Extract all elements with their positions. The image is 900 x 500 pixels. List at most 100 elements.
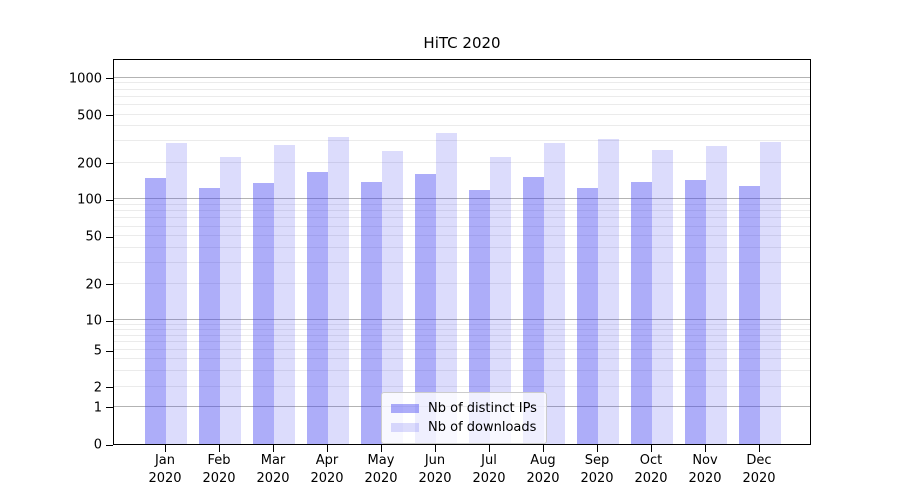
legend-row-distinct-ips: Nb of distinct IPs	[391, 399, 537, 418]
minor-gridline	[114, 225, 810, 227]
bar-distinct-ips-jul	[469, 190, 490, 444]
minor-gridline	[114, 140, 810, 142]
minor-gridline	[114, 385, 810, 387]
bar-distinct-ips-jan	[145, 177, 166, 444]
bar-distinct-ips-apr	[307, 171, 328, 444]
y-tick-label: 20	[85, 277, 102, 293]
minor-gridline	[114, 261, 810, 263]
x-tick-mark	[650, 445, 652, 452]
legend-label-distinct-ips: Nb of distinct IPs	[428, 401, 537, 416]
y-tick-label: 1000	[68, 71, 102, 87]
x-tick-mark	[218, 445, 220, 452]
bar-downloads-oct	[652, 149, 673, 444]
y-tick-label: 0	[93, 437, 102, 453]
minor-gridline	[114, 282, 810, 284]
bar-distinct-ips-feb	[199, 188, 220, 444]
x-tick-label-apr: Apr 2020	[310, 453, 344, 486]
y-tick-mark	[106, 236, 113, 238]
y-tick-label: 5	[93, 343, 102, 359]
legend: Nb of distinct IPs Nb of downloads	[381, 392, 547, 444]
y-tick-mark	[106, 350, 113, 352]
y-tick-mark	[106, 163, 113, 165]
y-tick-label: 500	[77, 108, 102, 124]
minor-gridline	[114, 323, 810, 325]
y-tick-label: 100	[77, 192, 102, 208]
y-tick-label: 50	[85, 229, 102, 245]
x-tick-mark	[272, 445, 274, 452]
x-tick-label-feb: Feb 2020	[202, 453, 236, 486]
y-tick-label: 200	[77, 156, 102, 172]
legend-row-downloads: Nb of downloads	[391, 418, 536, 437]
y-tick-mark	[106, 78, 113, 80]
bar-downloads-feb	[220, 157, 241, 444]
bar-distinct-ips-sep	[577, 187, 598, 444]
plot-area: Nb of distinct IPs Nb of downloads	[113, 59, 811, 445]
x-tick-label-dec: Dec 2020	[742, 453, 776, 486]
minor-gridline	[114, 203, 810, 205]
bar-distinct-ips-may	[361, 181, 382, 444]
bar-downloads-jul	[490, 157, 511, 444]
bar-distinct-ips-nov	[685, 179, 706, 444]
bar-distinct-ips-jun	[415, 174, 436, 444]
bar-downloads-jun	[436, 133, 457, 444]
minor-gridline	[114, 369, 810, 371]
x-tick-label-sep: Sep 2020	[580, 453, 614, 486]
bar-downloads-may	[382, 150, 403, 444]
minor-gridline	[114, 328, 810, 330]
y-tick-mark	[106, 320, 113, 322]
y-tick-mark	[106, 407, 113, 409]
x-tick-mark	[758, 445, 760, 452]
minor-gridline	[114, 88, 810, 90]
x-tick-label-oct: Oct 2020	[634, 453, 668, 486]
minor-gridline	[114, 349, 810, 351]
x-tick-mark	[596, 445, 598, 452]
y-tick-mark	[106, 387, 113, 389]
y-tick-label: 1	[93, 400, 102, 416]
x-tick-label-jul: Jul 2020	[472, 453, 506, 486]
major-gridline	[114, 198, 810, 200]
x-tick-label-jan: Jan 2020	[148, 453, 182, 486]
major-gridline	[114, 319, 810, 320]
y-tick-label: 2	[93, 380, 102, 396]
minor-gridline	[114, 161, 810, 163]
x-tick-label-aug: Aug 2020	[526, 453, 560, 486]
x-tick-mark	[326, 445, 328, 452]
bar-downloads-aug	[544, 143, 565, 444]
y-tick-mark	[106, 444, 113, 446]
y-tick-mark	[106, 284, 113, 286]
major-gridline	[114, 76, 810, 78]
bar-distinct-ips-mar	[253, 182, 274, 444]
bar-distinct-ips-oct	[631, 181, 652, 444]
minor-gridline	[114, 104, 810, 105]
legend-swatch-downloads	[391, 423, 419, 432]
y-tick-label: 10	[85, 313, 102, 329]
x-tick-mark	[434, 445, 436, 452]
x-tick-label-mar: Mar 2020	[256, 453, 290, 486]
bar-downloads-jan	[166, 142, 187, 444]
x-tick-label-jun: Jun 2020	[418, 453, 452, 486]
legend-swatch-distinct-ips	[391, 404, 419, 413]
x-tick-mark	[380, 445, 382, 452]
x-tick-label-may: May 2020	[364, 453, 398, 486]
bar-downloads-sep	[598, 139, 619, 444]
y-tick-mark	[106, 199, 113, 201]
minor-gridline	[114, 210, 810, 212]
chart-title: HiTC 2020	[423, 34, 501, 52]
minor-gridline	[114, 235, 810, 237]
bar-distinct-ips-dec	[739, 185, 760, 444]
x-tick-mark	[704, 445, 706, 452]
x-tick-mark	[542, 445, 544, 452]
legend-label-downloads: Nb of downloads	[428, 420, 537, 435]
bar-downloads-apr	[328, 137, 349, 444]
minor-gridline	[114, 217, 810, 219]
minor-gridline	[114, 82, 810, 84]
minor-gridline	[114, 125, 810, 127]
x-tick-mark	[488, 445, 490, 452]
bar-distinct-ips-aug	[523, 177, 544, 444]
x-tick-label-nov: Nov 2020	[688, 453, 722, 486]
minor-gridline	[114, 341, 810, 343]
bar-downloads-nov	[706, 146, 727, 444]
bar-downloads-dec	[760, 141, 781, 444]
minor-gridline	[114, 334, 810, 336]
